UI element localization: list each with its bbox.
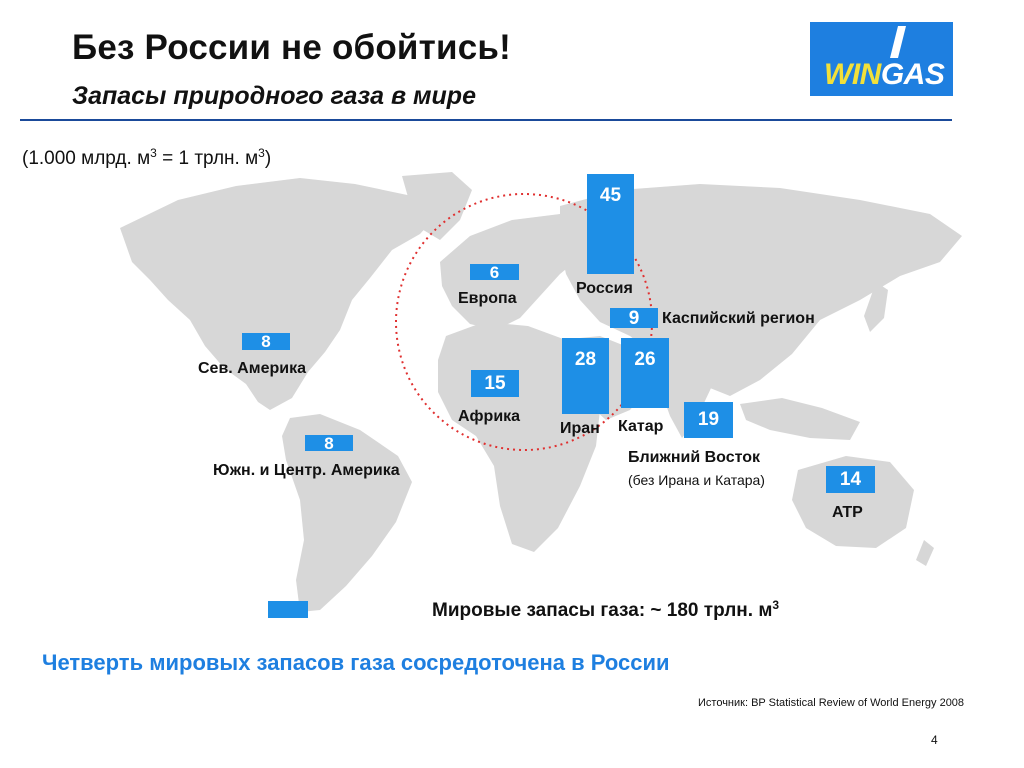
- map-india: [660, 360, 712, 438]
- bar-qatar: 26: [621, 338, 669, 408]
- label-europe: Европа: [458, 290, 517, 307]
- bar-iran: 28: [562, 338, 609, 414]
- map-southeast-asia: [740, 398, 860, 440]
- bar-europe: 6: [470, 264, 519, 281]
- unit-note: (1.000 млрд. м3 = 1 трлн. м3): [22, 146, 272, 169]
- world-total: Мировые запасы газа: ~ 180 трлн. м3: [432, 598, 780, 621]
- label-iran: Иран: [560, 420, 600, 437]
- page-number: 4: [931, 733, 938, 747]
- map-japan: [864, 282, 888, 332]
- label-russia: Россия: [576, 280, 633, 297]
- bar-south-america: 8: [305, 435, 353, 452]
- label-apac: ATP: [832, 504, 863, 521]
- slide-title: Без России не обойтись!: [72, 28, 511, 67]
- logo-text: WINGAS: [824, 58, 945, 91]
- map-australia: [792, 456, 914, 548]
- bar-caspian: 9: [610, 308, 658, 328]
- label-north-america: Сев. Америка: [198, 360, 306, 377]
- map-south-america: [282, 414, 412, 612]
- map-new-zealand: [916, 540, 934, 566]
- label-africa: Африка: [458, 408, 521, 425]
- wingas-logo: WINGAS: [810, 22, 953, 96]
- label-middle-east-note: (без Ирана и Катара): [628, 472, 765, 488]
- bar-russia: 45: [587, 174, 634, 274]
- bar-north-america: 8: [242, 333, 290, 350]
- label-qatar: Катар: [618, 418, 664, 435]
- source-note: Источник: BP Statistical Review of World…: [698, 697, 965, 709]
- label-south-america: Южн. и Центр. Америка: [213, 462, 400, 479]
- header-divider: [20, 119, 952, 121]
- conclusion-text: Четверть мировых запасов газа сосредоточ…: [42, 650, 670, 675]
- label-middle-east: Ближний Восток: [628, 449, 761, 466]
- bar-middle-east: 19: [684, 402, 733, 438]
- slide-subtitle: Запасы природного газа в мире: [72, 82, 476, 110]
- bar-apac: 14: [826, 466, 875, 493]
- map-north-america: [120, 178, 440, 410]
- bar-africa: 15: [471, 370, 519, 397]
- legend-swatch: [268, 601, 308, 618]
- label-caspian: Каспийский регион: [662, 310, 815, 327]
- map-greenland: [402, 172, 472, 240]
